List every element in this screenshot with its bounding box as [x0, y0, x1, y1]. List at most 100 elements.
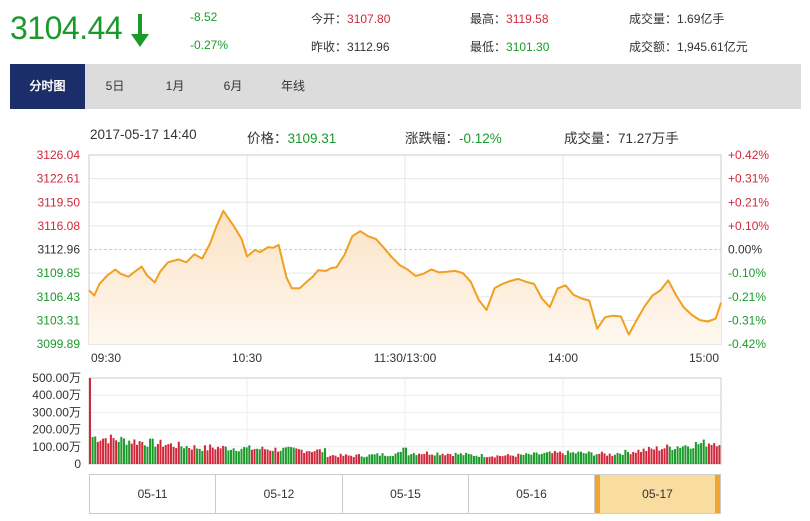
volume-bar: [240, 448, 243, 464]
price-line[interactable]: [88, 209, 722, 336]
hover-change-label: 涨跌幅：: [405, 131, 459, 146]
volume-bar: [603, 453, 606, 464]
vol-y-tick: 200.00万: [32, 423, 81, 437]
volume-bar: [433, 455, 436, 464]
volume-bar: [156, 444, 159, 464]
volume-bar: [292, 447, 295, 464]
volume-bar: [499, 455, 502, 464]
open-item: 今开：3107.80: [311, 10, 390, 27]
volume-bar: [363, 457, 366, 464]
volume-bar: [122, 438, 125, 464]
volume-bar: [397, 452, 400, 464]
volume-bar: [169, 443, 172, 464]
volume-bar: [269, 450, 272, 464]
volume-bar: [655, 446, 658, 464]
volume-bar: [501, 456, 504, 464]
volume-value: 1.69亿手: [677, 12, 725, 26]
hover-datetime: 2017-05-17 14:40: [90, 127, 197, 142]
volume-bar: [634, 452, 637, 464]
volume-bar: [399, 451, 402, 464]
volume-bar: [394, 453, 397, 464]
volume-bar: [227, 450, 230, 464]
volume-bar-chart[interactable]: 500.00万 400.00万 300.00万 200.00万 100.00万 0: [0, 370, 810, 474]
hover-volume: 成交量：71.27万手: [564, 127, 679, 147]
date-05-15[interactable]: 05-15: [343, 475, 469, 513]
volume-bar: [386, 456, 389, 464]
date-05-11[interactable]: 05-11: [90, 475, 216, 513]
intraday-price-chart[interactable]: 3126.04 3122.61 3119.50 3116.08 3112.96 3109.…: [0, 140, 810, 370]
turnover-label: 成交额：: [629, 40, 678, 54]
date-05-16[interactable]: 05-16: [469, 475, 595, 513]
volume-bar: [331, 455, 334, 464]
tab-yearly[interactable]: 年线: [280, 79, 305, 93]
volume-bar: [117, 441, 120, 464]
volume-bar: [297, 449, 300, 464]
y-tick-left: 3119.50: [38, 195, 81, 209]
low-item: 最低：3101.30: [470, 38, 549, 55]
volume-bar: [295, 448, 298, 464]
x-tick: 10:30: [232, 351, 262, 365]
volume-bar: [305, 451, 308, 464]
volume-bar: [104, 438, 107, 464]
volume-bar: [566, 450, 569, 464]
vol-y-tick: 0: [74, 457, 81, 471]
tab-1-month[interactable]: 1月: [165, 79, 185, 93]
volume-bar: [587, 451, 590, 464]
y-tick-left: 3099.89: [37, 337, 81, 351]
volume-bar: [271, 450, 274, 464]
volume-bar: [548, 451, 551, 464]
volume-bar: [214, 449, 217, 464]
volume-bar: [410, 454, 413, 464]
volume-bar: [668, 446, 671, 464]
volume-bar: [352, 457, 355, 464]
volume-bar: [133, 439, 136, 464]
volume-bar: [577, 451, 580, 464]
volume-bar: [613, 454, 616, 464]
y-tick-right: -0.31%: [728, 313, 766, 327]
turnover-value: 1,945.61亿元: [677, 40, 748, 54]
volume-bar: [483, 457, 486, 464]
volume-bar: [284, 447, 287, 464]
volume-bar: [637, 449, 640, 464]
volume-bar: [692, 448, 695, 464]
volume-bar: [491, 456, 494, 464]
volume-bar: [190, 449, 193, 464]
volume-bar: [230, 449, 233, 464]
volume-bar: [551, 453, 554, 464]
volume-bar: [600, 451, 603, 464]
volume-bar: [632, 451, 635, 464]
tab-5-day[interactable]: 5日: [105, 79, 125, 93]
date-05-17[interactable]: 05-17: [595, 475, 720, 513]
down-arrow-icon: [131, 14, 149, 47]
volume-bar: [465, 452, 468, 464]
volume-bar: [530, 454, 533, 464]
volume-bar: [694, 442, 697, 464]
volume-bar: [313, 451, 316, 464]
index-price: 3104.44: [10, 10, 123, 46]
volume-bar: [164, 445, 167, 464]
volume-bar: [253, 449, 256, 464]
volume-bar: [454, 452, 457, 464]
volume-bar: [673, 449, 676, 464]
volume-bar: [162, 446, 165, 464]
volume-bar: [658, 450, 661, 464]
volume-bar: [128, 440, 131, 464]
volume-bar: [446, 453, 449, 464]
tab-6-month[interactable]: 6月: [223, 79, 243, 93]
volume-bar: [188, 447, 191, 464]
volume-bar: [371, 454, 374, 464]
hover-volume-label: 成交量：: [564, 131, 618, 146]
open-value: 3107.80: [347, 12, 391, 26]
volume-bar: [389, 455, 392, 464]
volume-bar: [107, 443, 110, 464]
volume-bar: [405, 447, 408, 464]
volume-bar: [216, 446, 219, 464]
volume-bar: [671, 449, 674, 464]
vol-y-tick: 500.00万: [32, 371, 81, 385]
tab-intraday[interactable]: 分时图: [10, 64, 85, 109]
volume-bar: [245, 447, 248, 464]
volume-bar: [209, 444, 212, 464]
volume-bar: [185, 446, 188, 464]
volume-bar: [310, 452, 313, 464]
date-05-12[interactable]: 05-12: [216, 475, 343, 513]
